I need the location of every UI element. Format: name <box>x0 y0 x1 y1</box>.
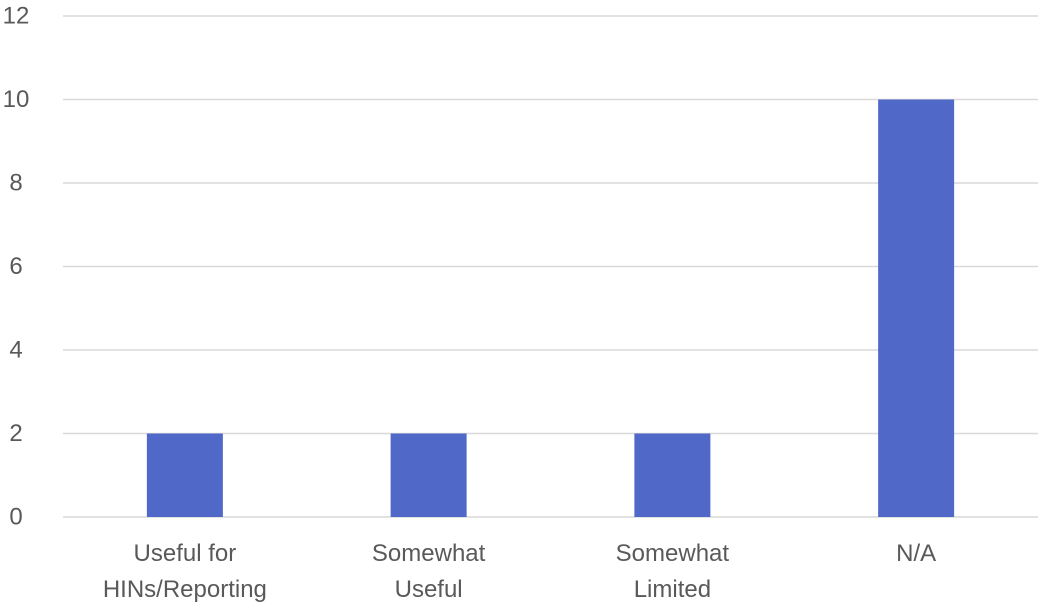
y-tick-label: 4 <box>9 337 22 364</box>
y-tick-label: 12 <box>3 3 30 30</box>
bars <box>146 99 955 517</box>
y-tick-label: 8 <box>9 170 22 197</box>
y-tick-label: 0 <box>9 504 22 531</box>
x-category-label: Somewhat Useful <box>372 540 486 603</box>
x-category-label: Somewhat Limited <box>616 540 730 603</box>
bar <box>878 99 955 517</box>
bar <box>390 433 467 517</box>
gridlines <box>63 15 1038 518</box>
x-category-label-line: Somewhat <box>616 540 730 567</box>
bar <box>634 433 711 517</box>
x-category-label-line: HINs/Reporting <box>103 576 267 603</box>
x-category-label-line: Somewhat <box>372 540 486 567</box>
y-tick-label: 6 <box>9 253 22 280</box>
bar <box>146 433 223 517</box>
x-category-label-line: Limited <box>634 576 711 603</box>
x-category-label-line: N/A <box>896 540 936 567</box>
x-category-label: Useful for HINs/Reporting <box>103 540 267 603</box>
x-category-label-line: Useful for <box>134 540 237 567</box>
y-axis-tick-labels: 0 2 4 6 8 10 12 <box>3 3 30 531</box>
x-category-label: N/A <box>896 540 936 567</box>
y-tick-label: 10 <box>3 86 30 113</box>
x-category-label-line: Useful <box>395 576 463 603</box>
y-tick-label: 2 <box>9 420 22 447</box>
